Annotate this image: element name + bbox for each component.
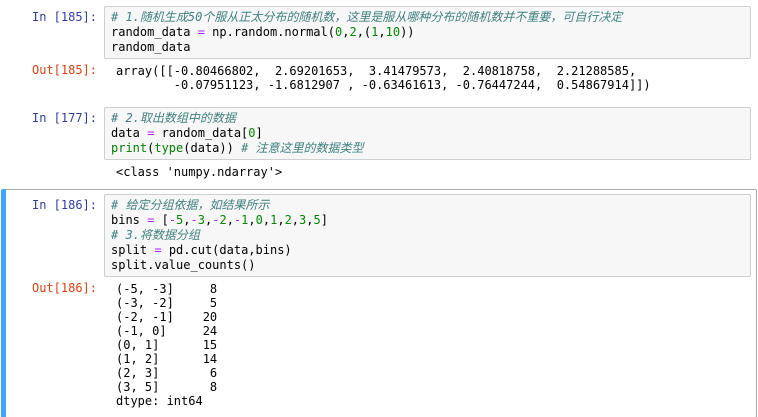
cell-1-input-row: In [185]: # 1.随机生成50个服从正太分布的随机数，这里是服从哪种分… bbox=[7, 6, 751, 59]
cell-2-input-row: In [177]: # 2.取出数组中的数据 data = random_dat… bbox=[7, 107, 751, 160]
cell-2-code-text[interactable]: # 2.取出数组中的数据 data = random_data[0] print… bbox=[111, 111, 364, 155]
cell-3-input-prompt: In [186]: bbox=[31, 198, 97, 212]
cell-3-code-text[interactable]: # 给定分组依据，如结果所示 bins = [-5,-3,-2,-1,0,1,2… bbox=[111, 198, 328, 272]
cell-2-code-editor[interactable]: # 2.取出数组中的数据 data = random_data[0] print… bbox=[104, 107, 751, 160]
code-cell-3-selected[interactable]: In [186]: # 给定分组依据，如结果所示 bins = [-5,-3,-… bbox=[1, 189, 757, 417]
code-cell-1[interactable]: In [185]: # 1.随机生成50个服从正太分布的随机数，这里是服从哪种分… bbox=[1, 1, 757, 102]
cell-1-output-row: Out[185]: array([[-0.80466802, 2.6920165… bbox=[7, 59, 751, 97]
cell-3-output-row: Out[186]: (-5, -3] 8 (-3, -2] 5 (-2, -1]… bbox=[7, 277, 751, 413]
code-cell-2[interactable]: In [177]: # 2.取出数组中的数据 data = random_dat… bbox=[1, 102, 757, 189]
cell-1-output-prompt: Out[185]: bbox=[31, 63, 97, 77]
cell-2-output-prompt bbox=[7, 160, 104, 168]
cell-2-input-prompt: In [177]: bbox=[31, 111, 97, 125]
cell-3-output-prompt: Out[186]: bbox=[31, 281, 97, 295]
cell-1-code-text[interactable]: # 1.随机生成50个服从正太分布的随机数，这里是服从哪种分布的随机数并不重要，… bbox=[111, 10, 623, 54]
cell-3-output-text: (-5, -3] 8 (-3, -2] 5 (-2, -1] 20 (-1, 0… bbox=[116, 282, 218, 408]
cell-3-input-row: In [186]: # 给定分组依据，如结果所示 bins = [-5,-3,-… bbox=[7, 194, 751, 277]
cell-3-code-editor[interactable]: # 给定分组依据，如结果所示 bins = [-5,-3,-2,-1,0,1,2… bbox=[104, 194, 751, 277]
cell-1-input-prompt: In [185]: bbox=[31, 10, 97, 24]
selected-cell-indicator bbox=[1, 189, 6, 417]
cell-1-code-editor[interactable]: # 1.随机生成50个服从正太分布的随机数，这里是服从哪种分布的随机数并不重要，… bbox=[104, 6, 751, 59]
cell-2-output-text: <class 'numpy.ndarray'> bbox=[116, 165, 283, 179]
cell-1-output-text: array([[-0.80466802, 2.69201653, 3.41479… bbox=[116, 64, 651, 92]
cell-2-output-row: <class 'numpy.ndarray'> bbox=[7, 160, 751, 184]
